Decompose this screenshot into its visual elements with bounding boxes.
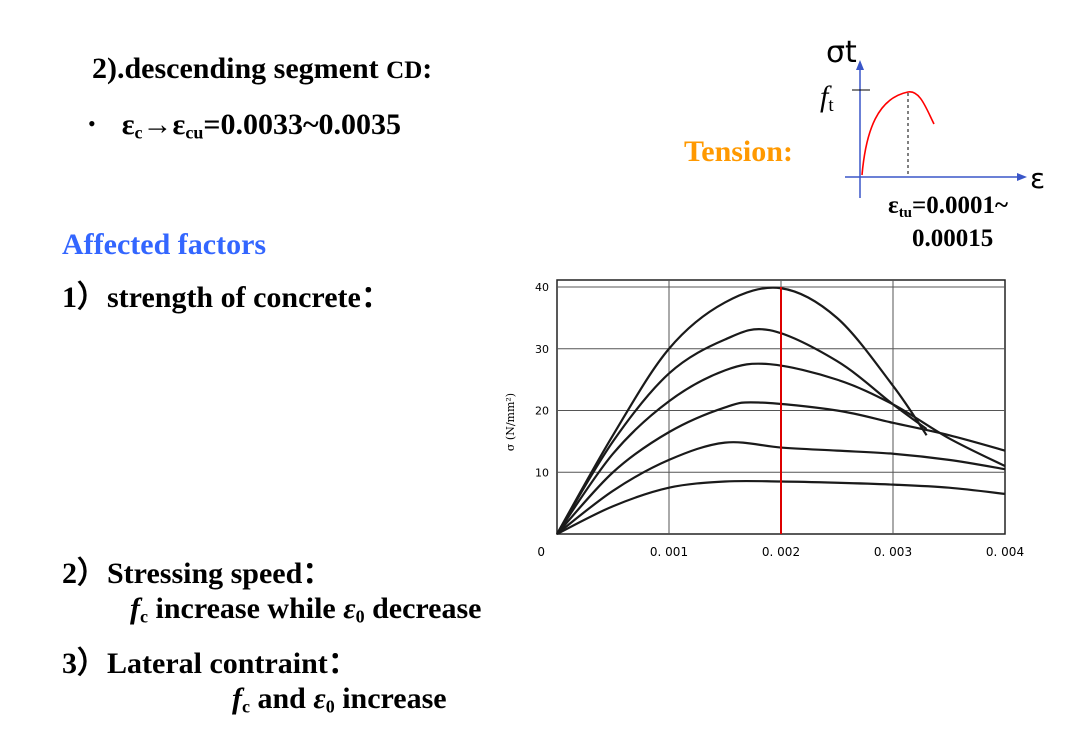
x-tick-label: 0. 001 <box>650 545 688 559</box>
tension-y-axis-label: σt <box>826 35 857 70</box>
y-axis-label: σ (N/mm²) <box>504 393 517 451</box>
eps0-sub: 0 <box>355 606 365 627</box>
factor-2-text-end: decrease <box>364 592 482 625</box>
series-line-1 <box>556 286 928 535</box>
affected-factors-title: Affected factors <box>62 228 267 261</box>
y-tick-labels: 10 20 30 40 <box>535 281 549 479</box>
factor-3-lateral-constraint: 3）Lateral contraint： <box>62 647 358 680</box>
arrow-symbol: → <box>142 108 173 141</box>
eps-c-sub: c <box>134 122 143 143</box>
etu-sub: tu <box>898 204 913 221</box>
eps-c-symbol: ε <box>121 108 135 141</box>
ft-sub: t <box>828 95 834 116</box>
factor-2-stressing-speed: 2）Stressing speed： <box>62 557 333 590</box>
tension-label: Tension: <box>684 135 793 168</box>
x-tick-label: 0. 003 <box>874 545 912 559</box>
factor-3-description: fc and ε0 increase <box>232 682 447 718</box>
eps-cu-symbol: ε <box>172 108 186 141</box>
y-tick-label: 30 <box>535 343 549 356</box>
fc-letter: f <box>130 592 140 625</box>
ft-label: ft <box>820 80 834 116</box>
heading-prefix: 2).descending segment <box>92 52 387 85</box>
tension-diagram: σt ft ε <box>820 35 1045 198</box>
factor-1-strength: 1）strength of concrete： <box>62 281 391 314</box>
heading-suffix: : <box>422 52 433 85</box>
x-tick-labels: 0. 001 0. 002 0. 003 0. 004 <box>650 545 1024 559</box>
x-tick-label: 0. 004 <box>986 545 1024 559</box>
factor-2-description: fc increase while ε0 decrease <box>130 592 481 628</box>
x-tick-label: 0. 002 <box>762 545 800 559</box>
strain-range-value: =0.0033~0.0035 <box>203 108 402 141</box>
etu-value-1: =0.0001~ <box>912 192 1009 219</box>
etu-eps: ε <box>888 192 899 219</box>
descending-segment-heading: 2).descending segment CD: <box>92 52 432 86</box>
fc-letter: f <box>232 682 242 715</box>
etu-value-line1: εtu=0.0001~ <box>888 192 1008 222</box>
chart-series <box>556 286 1006 535</box>
fc-sub: c <box>242 696 250 717</box>
strain-range-bullet: • εc→εcu=0.0033~0.0035 <box>88 108 401 144</box>
y-tick-label: 40 <box>535 281 549 294</box>
stress-strain-chart: 0. 001 0. 002 0. 003 0. 004 10 20 30 40 0 σ (N… <box>504 279 1024 559</box>
tension-curve <box>861 91 935 176</box>
factor-3-text-mid: and <box>250 682 314 715</box>
factor-2-text-mid: increase while <box>148 592 344 625</box>
heading-segment: CD <box>386 57 423 84</box>
eps-cu-sub: cu <box>185 122 204 143</box>
eps0-symbol: ε <box>343 592 356 625</box>
y-origin-label: 0 <box>537 545 545 559</box>
bullet-dot: • <box>88 111 96 136</box>
tension-x-axis-label: ε <box>1030 162 1045 195</box>
y-tick-label: 10 <box>535 466 549 479</box>
series-line-4 <box>556 401 1006 535</box>
eps0-sub: 0 <box>325 696 335 717</box>
fc-sub: c <box>140 606 148 627</box>
tension-y-arrowhead <box>856 60 864 70</box>
series-line-2 <box>556 328 928 535</box>
tension-x-arrowhead <box>1017 173 1027 181</box>
eps0-symbol: ε <box>313 682 326 715</box>
etu-value-line2: 0.00015 <box>912 225 994 252</box>
factor-3-text-end: increase <box>334 682 447 715</box>
series-line-3 <box>556 362 1006 535</box>
y-tick-label: 20 <box>535 405 549 418</box>
